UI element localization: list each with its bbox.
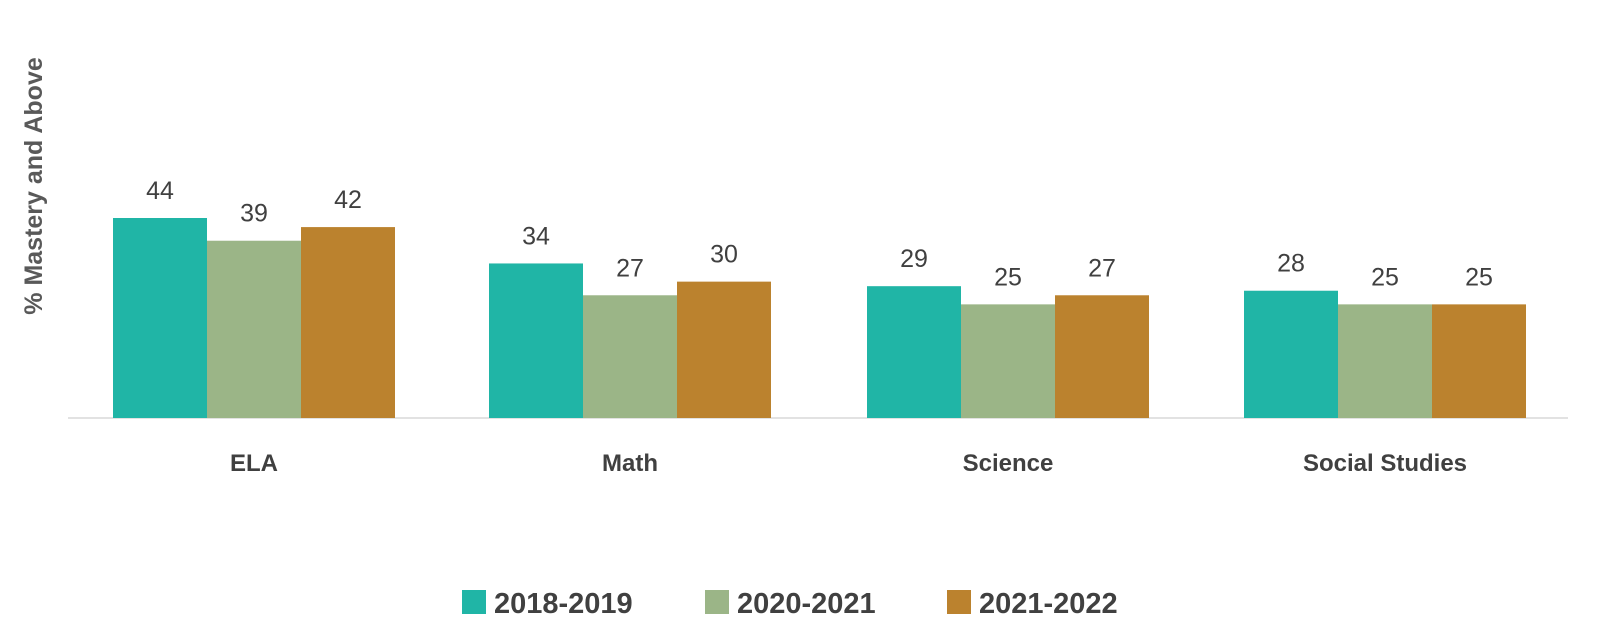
bar-science-2018-2019 — [867, 286, 961, 418]
bars-group — [113, 218, 1526, 418]
category-labels-group: ELA Math Science Social Studies — [230, 450, 1467, 477]
legend: 2018-2019 2020-2021 2021-2022 — [462, 588, 1118, 620]
bar-science-2021-2022 — [1055, 295, 1149, 418]
value-label-ela-2018-2019: 44 — [146, 177, 174, 205]
bar-ela-2018-2019 — [113, 218, 207, 418]
value-label-science-2020-2021: 25 — [994, 263, 1022, 291]
bar-ela-2020-2021 — [207, 240, 301, 418]
value-label-math-2021-2022: 30 — [710, 241, 738, 269]
category-label-ela: ELA — [230, 450, 278, 477]
legend-swatch-2021-2022 — [947, 590, 971, 614]
bar-social-studies-2018-2019 — [1244, 290, 1338, 418]
category-label-social-studies: Social Studies — [1303, 450, 1467, 477]
bar-social-studies-2021-2022 — [1432, 304, 1526, 418]
value-label-science-2018-2019: 29 — [900, 245, 928, 273]
legend-swatch-2020-2021 — [705, 590, 729, 614]
value-label-math-2020-2021: 27 — [616, 254, 644, 282]
value-label-social-studies-2021-2022: 25 — [1465, 263, 1493, 291]
legend-label-2021-2022: 2021-2022 — [979, 588, 1118, 620]
category-label-math: Math — [602, 450, 658, 477]
legend-label-2020-2021: 2020-2021 — [737, 588, 876, 620]
value-labels-group: 44 39 42 34 27 30 29 25 27 28 25 25 — [146, 177, 1493, 291]
y-axis-label: % Mastery and Above — [20, 57, 48, 315]
value-label-math-2018-2019: 34 — [522, 222, 550, 250]
bar-math-2021-2022 — [677, 281, 771, 418]
bar-science-2020-2021 — [961, 304, 1055, 418]
legend-swatch-2018-2019 — [462, 590, 486, 614]
bar-math-2018-2019 — [489, 263, 583, 418]
value-label-social-studies-2018-2019: 28 — [1277, 250, 1305, 278]
value-label-ela-2020-2021: 39 — [240, 200, 268, 228]
bar-ela-2021-2022 — [301, 227, 395, 418]
legend-label-2018-2019: 2018-2019 — [494, 588, 633, 620]
value-label-science-2021-2022: 27 — [1088, 254, 1116, 282]
bar-social-studies-2020-2021 — [1338, 304, 1432, 418]
value-label-ela-2021-2022: 42 — [334, 186, 362, 214]
value-label-social-studies-2020-2021: 25 — [1371, 263, 1399, 291]
bar-math-2020-2021 — [583, 295, 677, 418]
category-label-science: Science — [963, 450, 1054, 477]
